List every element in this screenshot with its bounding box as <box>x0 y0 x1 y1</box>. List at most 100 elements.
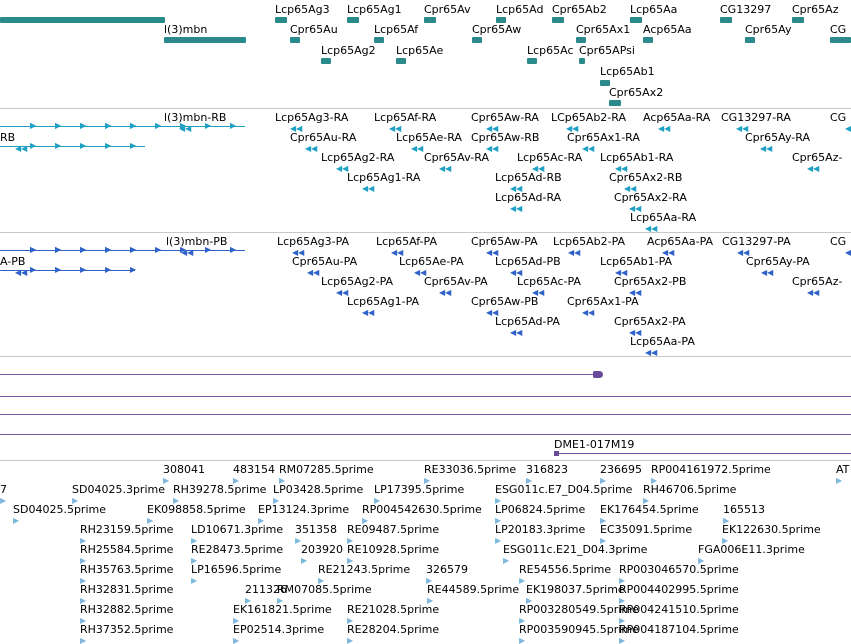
transcript-glyph[interactable]: ◀◀ <box>389 124 402 133</box>
est-glyph[interactable]: ▶ <box>495 516 502 525</box>
est-label[interactable]: EK161821.5prime <box>233 603 332 616</box>
est-glyph[interactable]: ▶ <box>72 496 79 505</box>
gene-label[interactable]: Lcp65Ae <box>396 44 444 57</box>
est-label[interactable]: 211326 <box>245 583 287 596</box>
est-glyph[interactable]: ▶ <box>279 476 286 485</box>
protein-glyph[interactable]: ◀◀ <box>15 268 28 277</box>
gene-feature[interactable] <box>643 37 653 43</box>
est-label[interactable]: RE21028.5prime <box>347 603 440 616</box>
protein-glyph[interactable]: ◀◀ <box>532 288 545 297</box>
contig-line[interactable] <box>0 374 600 375</box>
transcript-glyph[interactable]: ◀◀ <box>736 124 749 133</box>
est-glyph[interactable]: ▶ <box>80 636 87 644</box>
protein-glyph[interactable]: ◀◀ <box>615 268 628 277</box>
est-glyph[interactable]: ▶ <box>519 636 526 644</box>
protein-label[interactable]: CG13297-PA <box>722 235 791 248</box>
protein-label[interactable]: Lcp65Ag3-PA <box>277 235 350 248</box>
est-label[interactable]: LP20183.3prime <box>495 523 586 536</box>
est-glyph[interactable]: ▶ <box>191 576 198 585</box>
transcript-label[interactable]: Cpr65Az- <box>792 151 843 164</box>
est-label[interactable]: EK098858.5prime <box>147 503 246 516</box>
transcript-label[interactable]: Lcp65Ag1-RA <box>347 171 421 184</box>
est-glyph[interactable]: ▶ <box>173 496 180 505</box>
est-glyph[interactable]: ▶ <box>495 496 502 505</box>
transcript-glyph[interactable]: ◀◀ <box>179 124 192 133</box>
est-label[interactable]: 165513 <box>723 503 765 516</box>
protein-glyph[interactable]: ◀◀ <box>629 288 642 297</box>
gene-label[interactable]: Cpr65Ay <box>745 23 792 36</box>
protein-label[interactable]: Cpr65Az- <box>792 275 843 288</box>
transcript-label[interactable]: Cpr65Av-RA <box>424 151 489 164</box>
gene-label[interactable]: Lcp65Af <box>374 23 419 36</box>
long-transcript[interactable] <box>0 146 145 147</box>
protein-glyph[interactable]: ◀◀ <box>510 328 523 337</box>
est-glyph[interactable]: ▶ <box>80 576 87 585</box>
transcript-glyph[interactable]: ◀◀ <box>290 124 303 133</box>
transcript-label[interactable]: Lcp65Ag2-RA <box>321 151 395 164</box>
est-label[interactable]: RH39278.5prime <box>173 483 267 496</box>
long-protein[interactable] <box>0 270 135 271</box>
transcript-label[interactable]: Cpr65Ax2-RA <box>614 191 687 204</box>
est-glyph[interactable]: ▶ <box>80 536 87 545</box>
transcript-label[interactable]: Cpr65Aw-RB <box>471 131 540 144</box>
est-glyph[interactable]: ▶ <box>13 516 20 525</box>
est-glyph[interactable]: ▶ <box>277 596 284 605</box>
protein-label[interactable]: Lcp65Ad-PA <box>495 315 560 328</box>
protein-glyph[interactable]: ◀◀ <box>568 248 581 257</box>
transcript-label[interactable]: Cpr65Ax2-RB <box>609 171 683 184</box>
protein-glyph[interactable]: ◀◀ <box>486 248 499 257</box>
est-label[interactable]: RP004241510.5prime <box>619 603 739 616</box>
est-label[interactable]: RE09487.5prime <box>347 523 440 536</box>
transcript-label[interactable]: Lcp65Ab1-RA <box>600 151 674 164</box>
est-label[interactable]: RE21243.5prime <box>318 563 411 576</box>
transcript-glyph[interactable]: ◀◀ <box>615 164 628 173</box>
transcript-label[interactable]: CG <box>830 111 847 124</box>
est-glyph[interactable]: ▶ <box>495 536 502 545</box>
protein-label[interactable]: Acp65Aa-PA <box>647 235 714 248</box>
protein-glyph[interactable]: ◀◀ <box>582 308 595 317</box>
est-glyph[interactable]: ▶ <box>80 556 87 565</box>
protein-label[interactable]: Cpr65Ax1-PA <box>567 295 639 308</box>
gene-label[interactable]: Cpr65Ax2 <box>609 86 664 99</box>
transcript-label[interactable]: Cpr65Au-RA <box>290 131 357 144</box>
protein-label[interactable]: A-PB <box>0 255 26 268</box>
est-glyph[interactable]: ▶ <box>233 616 240 625</box>
est-glyph[interactable]: ▶ <box>191 536 198 545</box>
transcript-glyph[interactable]: ◀◀ <box>645 224 658 233</box>
est-glyph[interactable]: ▶ <box>191 556 198 565</box>
gene-label[interactable]: Cpr65Av <box>424 3 471 16</box>
est-glyph[interactable]: ▶ <box>233 476 240 485</box>
protein-glyph[interactable]: ◀◀ <box>439 288 452 297</box>
protein-label[interactable]: Lcp65Ab1-PA <box>600 255 673 268</box>
transcript-glyph[interactable]: ◀◀ <box>760 144 773 153</box>
est-label[interactable]: 351358 <box>295 523 337 536</box>
gene-feature[interactable] <box>275 17 287 23</box>
est-label[interactable]: RE33036.5prime <box>424 463 517 476</box>
gene-label[interactable]: Lcp65Ac <box>527 44 574 57</box>
transcript-glyph[interactable]: ◀◀ <box>658 124 671 133</box>
transcript-label[interactable]: Lcp65Ad-RB <box>495 171 562 184</box>
gene-label[interactable]: Cpr65Az <box>792 3 839 16</box>
est-label[interactable]: RP004542630.5prime <box>362 503 482 516</box>
est-glyph[interactable]: ▶ <box>295 536 302 545</box>
protein-label[interactable]: Lcp65Aa-PA <box>630 335 695 348</box>
est-label[interactable]: 236695 <box>600 463 642 476</box>
protein-label[interactable]: Cpr65Aw-PA <box>471 235 538 248</box>
protein-glyph[interactable]: ◀◀ <box>737 248 750 257</box>
transcript-label[interactable]: Lcp65Ag3-RA <box>275 111 349 124</box>
transcript-glyph[interactable]: ◀◀ <box>807 164 820 173</box>
est-glyph[interactable]: ▶ <box>619 576 626 585</box>
gene-feature[interactable] <box>0 17 165 23</box>
transcript-glyph[interactable]: ◀◀ <box>566 124 579 133</box>
protein-glyph[interactable]: ◀◀ <box>486 308 499 317</box>
est-label[interactable]: RM07085.5prime <box>277 583 372 596</box>
contig-line[interactable] <box>0 414 851 415</box>
gene-label[interactable]: Lcp65Aa <box>630 3 678 16</box>
gene-feature[interactable] <box>552 17 564 23</box>
protein-label[interactable]: Lcp65Ac-PA <box>517 275 581 288</box>
est-label[interactable]: EP02514.3prime <box>233 623 325 636</box>
gene-label[interactable]: Lcp65Ad <box>496 3 544 16</box>
protein-glyph[interactable]: ◀◀ <box>807 288 820 297</box>
est-glyph[interactable]: ▶ <box>619 596 626 605</box>
transcript-label[interactable]: Lcp65Ac-RA <box>517 151 583 164</box>
